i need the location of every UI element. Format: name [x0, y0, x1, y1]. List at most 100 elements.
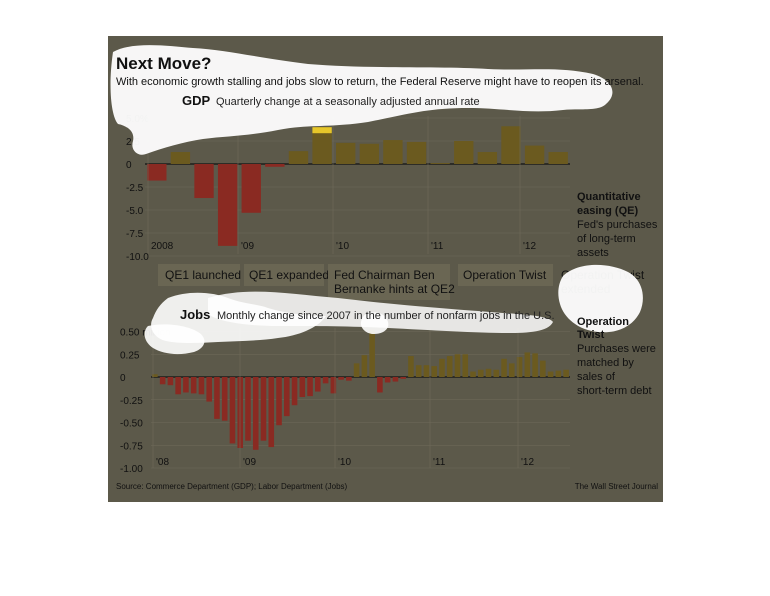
jobs-ytick-label: -0.25 [120, 396, 143, 407]
jobs-bar [477, 369, 484, 377]
gdp-bar [454, 141, 474, 164]
jobs-bar [462, 354, 469, 377]
jobs-ytick-label: 0.25 [120, 350, 140, 361]
jobs-bar [291, 377, 298, 406]
callout-box [458, 264, 553, 286]
gdp-ytick-label: -10.0 [126, 252, 149, 263]
jobs-bar [299, 377, 306, 398]
gdp-bar [147, 164, 167, 181]
jobs-bar [152, 374, 158, 377]
gdp-bar [288, 151, 309, 164]
jobs-bar [470, 371, 476, 377]
jobs-bar [501, 358, 507, 377]
qe-desc-line2: of long-term [577, 233, 636, 245]
cloud-ymax [144, 324, 205, 355]
gdp-bar [359, 143, 379, 164]
jobs-bar [315, 377, 321, 392]
jobs-bar [532, 353, 538, 377]
jobs-bar [214, 377, 220, 419]
jobs-bar [524, 352, 531, 377]
jobs-bar [384, 377, 391, 383]
jobs-bar [252, 377, 259, 450]
jobs-bar [361, 355, 368, 377]
jobs-bar [369, 329, 375, 377]
jobs-bar [190, 377, 197, 394]
jobs-bar [400, 377, 406, 379]
jobs-bar [245, 377, 251, 441]
jobs-bar [454, 354, 461, 377]
qe-desc-line1: Fed's purchases [577, 219, 658, 231]
chart-subtitle: With economic growth stalling and jobs s… [116, 76, 644, 88]
jobs-bar [276, 377, 282, 426]
gdp-ytick-label: 0 [126, 160, 132, 171]
ot-desc-line4: short-term debt [577, 385, 652, 397]
jobs-bar [485, 368, 492, 377]
jobs-bar [415, 365, 422, 377]
gdp-bar [524, 145, 545, 164]
jobs-xtick-label: '12 [521, 457, 534, 468]
gdp-xtick-label: '12 [523, 241, 536, 252]
gdp-bar [241, 164, 261, 213]
jobs-bar [408, 356, 414, 377]
gdp-bar [336, 142, 356, 164]
jobs-bar [423, 365, 430, 377]
callout-qe1-expanded: QE1 expanded [249, 268, 329, 282]
jobs-bar [183, 377, 189, 393]
gdp-xtick-label: '09 [241, 241, 254, 252]
source-note: Source: Commerce Department (GDP); Labor… [116, 482, 348, 491]
ot-desc-line3: sales of [577, 371, 616, 383]
jobs-xtick-label: '08 [156, 457, 169, 468]
jobs-bar [159, 377, 166, 385]
jobs-xtick-label: '09 [243, 457, 256, 468]
qe-title-line1: Quantitative [577, 191, 641, 203]
gdp-chart: 5.0%2.50-2.5-5.0-7.5-10.0 2008'09'10'11'… [126, 114, 570, 263]
cloud-jobs-title-2 [208, 291, 553, 333]
gdp-xtick-label: '11 [431, 241, 444, 252]
jobs-bar [509, 363, 515, 377]
gdp-bar-highlight [312, 127, 332, 134]
jobs-bar [392, 377, 399, 382]
jobs-bar [353, 363, 360, 377]
qe-desc-line3: assets [577, 247, 609, 259]
jobs-ytick-label: -1.00 [120, 464, 143, 475]
ot-desc-line2: matched by [577, 357, 634, 369]
jobs-bar [563, 369, 569, 377]
jobs-bar [493, 369, 500, 377]
jobs-bar [229, 377, 236, 444]
jobs-bar [431, 366, 438, 377]
chart-panel: 5.0%2.50-2.5-5.0-7.5-10.0 2008'09'10'11'… [108, 36, 663, 502]
ot-desc-line1: Purchases were [577, 343, 656, 355]
sidebar-notes: Quantitative easing (QE) Fed's purchases… [577, 191, 658, 397]
jobs-bar [283, 377, 290, 417]
gdp-bar [383, 140, 403, 164]
gdp-bar [217, 164, 238, 246]
gdp-bar [312, 127, 332, 164]
chart-svg: 5.0%2.50-2.5-5.0-7.5-10.0 2008'09'10'11'… [110, 45, 659, 491]
jobs-bar [377, 377, 383, 393]
gdp-ytick-label: -5.0 [126, 206, 144, 217]
wsj-credit: The Wall Street Journal [575, 482, 659, 491]
callout-qe1-launched: QE1 launched [165, 268, 241, 282]
jobs-bar [540, 360, 546, 377]
callout-qe2-line1: Fed Chairman Ben [334, 268, 435, 282]
gdp-bar [170, 152, 191, 164]
gdp-ytick-label: -7.5 [126, 229, 144, 240]
jobs-title: Jobs [180, 307, 210, 322]
highlight-clouds [110, 45, 643, 355]
jobs-bar [198, 377, 205, 395]
callout-box [244, 264, 324, 286]
callout-box [328, 264, 450, 300]
ot-title-line1: Operation [577, 316, 629, 328]
jobs-bar [338, 377, 344, 380]
qe-title-line2: easing (QE) [577, 205, 638, 217]
jobs-bar [322, 377, 329, 384]
callout-operation-twist: Operation Twist [463, 268, 547, 282]
jobs-bar [221, 377, 228, 421]
cloud-title [110, 45, 613, 155]
jobs-bar [206, 377, 212, 402]
cloud-twist-extended [558, 264, 643, 333]
jobs-bar [167, 377, 174, 386]
jobs-bar [446, 356, 453, 377]
jobs-bar [260, 377, 267, 441]
gdp-bar [501, 126, 521, 164]
